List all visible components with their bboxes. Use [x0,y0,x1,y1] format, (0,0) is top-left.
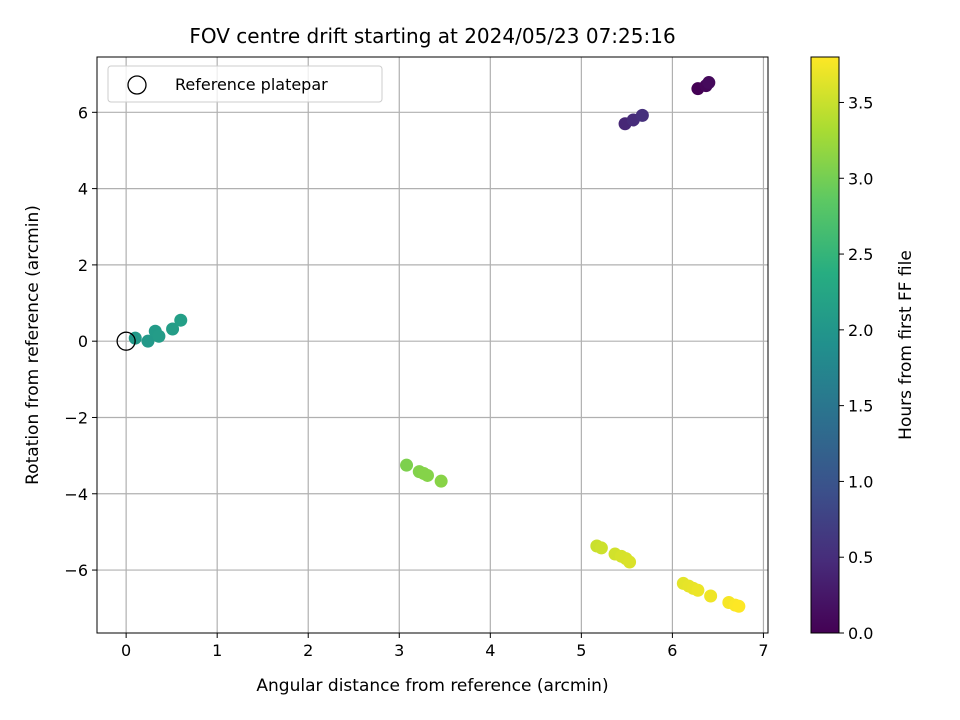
data-point [400,458,414,472]
chart-title: FOV centre drift starting at 2024/05/23 … [189,24,675,48]
colorbar-tick-label: 3.0 [848,169,873,188]
data-point [702,76,716,90]
data-point [594,541,608,555]
reference-point-marker [116,331,136,351]
y-tick-label: −4 [64,485,88,504]
y-tick-label: 6 [78,103,88,122]
colorbar-frame [810,56,840,634]
data-point [704,589,718,603]
grid-lines [97,57,768,633]
y-tick-label: −6 [64,561,88,580]
data-point [174,313,188,327]
colorbar-label: Hours from first FF file [896,250,916,440]
colorbar-tick-label: 2.5 [848,245,873,264]
data-point [635,108,649,122]
data-point [732,599,746,613]
x-tick-label: 0 [121,641,131,660]
colorbar-tick-label: 2.0 [848,321,873,340]
y-axis-ticks: −6 −4 −2 0 2 4 6 [64,103,97,580]
x-tick-label: 5 [576,641,586,660]
data-point [141,334,155,348]
colorbar-tick-label: 0.5 [848,548,873,567]
x-axis-ticks: 0 1 2 3 4 5 6 7 [121,633,769,660]
colorbar-gradient [811,57,839,633]
y-tick-label: −2 [64,408,88,427]
x-tick-label: 6 [667,641,677,660]
data-point [691,583,705,597]
x-tick-label: 3 [394,641,404,660]
colorbar: 0.0 0.5 1.0 1.5 2.0 2.5 3.0 3.5 Hours from firs… [810,56,916,643]
y-tick-label: 4 [78,180,88,199]
x-tick-label: 2 [303,641,313,660]
y-tick-label: 2 [78,256,88,275]
data-point [623,555,637,569]
x-axis-label: Angular distance from reference (arcmin) [256,676,608,696]
data-point [152,329,166,343]
data-point [420,468,434,482]
colorbar-tick-label: 1.0 [848,472,873,491]
legend-label-reference: Reference platepar [175,75,328,94]
colorbar-tick-label: 1.5 [848,397,873,416]
colorbar-tick-label: 0.0 [848,624,873,643]
data-point [434,474,448,488]
y-tick-label: 0 [78,332,88,351]
colorbar-tick-label: 3.5 [848,93,873,112]
legend: Reference platepar [107,65,383,103]
data-points [116,76,746,613]
legend-marker-reference [127,75,147,95]
x-tick-label: 1 [212,641,222,660]
data-point [166,322,180,336]
legend-box [107,65,383,103]
plot-frame [96,56,769,634]
colorbar-ticks: 0.0 0.5 1.0 1.5 2.0 2.5 3.0 3.5 [839,93,873,643]
x-tick-label: 4 [485,641,495,660]
x-tick-label: 7 [758,641,768,660]
y-axis-label: Rotation from reference (arcmin) [23,205,43,485]
